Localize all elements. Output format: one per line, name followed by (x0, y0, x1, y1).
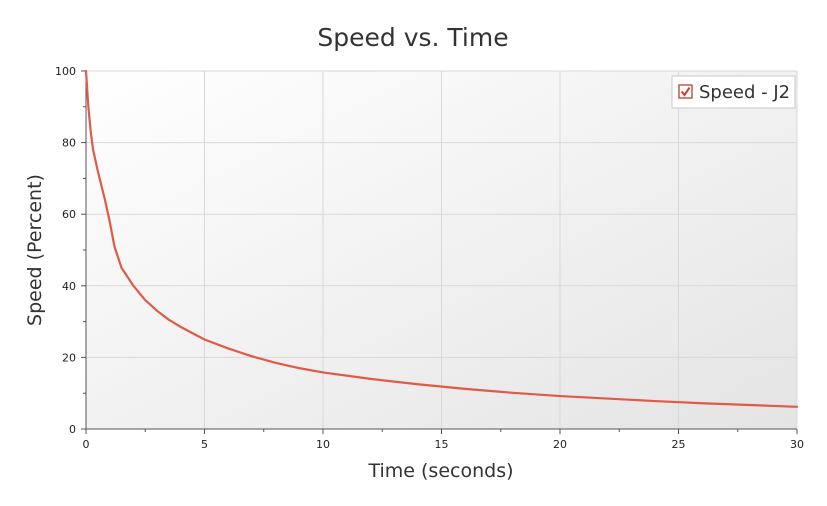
y-tick-label: 60 (62, 208, 76, 221)
checkmark-icon (680, 86, 691, 97)
x-tick-label: 25 (672, 438, 686, 451)
x-axis-label: Time (seconds) (367, 460, 513, 482)
x-tick-label: 30 (790, 438, 804, 451)
y-tick-label: 80 (62, 137, 76, 150)
series-layer (84, 69, 799, 408)
y-tick-label: 100 (55, 65, 76, 78)
y-axis-label: Speed (Percent) (24, 174, 46, 326)
series-line-0 (84, 69, 799, 408)
chart-title: Speed vs. Time (317, 23, 508, 52)
x-tick-label: 20 (553, 438, 567, 451)
x-tick-label: 5 (201, 438, 208, 451)
grid-lines (86, 70, 798, 429)
y-tick-label: 40 (62, 280, 76, 293)
axes (81, 70, 798, 434)
tick-labels: 0 5 10 15 20 25 30 0 20 40 60 80 100 (55, 65, 804, 451)
legend-label: Speed - J2 (699, 82, 790, 103)
x-tick-label: 0 (83, 438, 90, 451)
y-tick-label: 20 (62, 351, 76, 364)
y-tick-label: 0 (69, 423, 76, 436)
legend-checkbox[interactable] (678, 84, 693, 99)
legend-item-speed-j2[interactable]: Speed - J2 (678, 82, 790, 103)
x-tick-label: 10 (316, 438, 330, 451)
legend: Speed - J2 (671, 75, 796, 109)
x-tick-label: 15 (435, 438, 449, 451)
